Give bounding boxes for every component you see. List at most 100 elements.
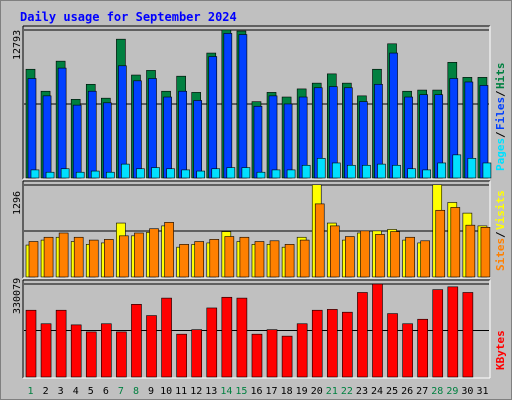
bar-pages-day-3 bbox=[60, 168, 70, 179]
bar-pages-day-6 bbox=[106, 171, 115, 179]
bar-pages-day-4 bbox=[75, 171, 85, 179]
bar-sites-day-30 bbox=[465, 224, 476, 278]
bar-pages-day-7 bbox=[121, 163, 130, 179]
legend-hits: Hits bbox=[494, 63, 507, 90]
bar-files-day-13 bbox=[208, 56, 218, 179]
bar-sites-day-19 bbox=[299, 239, 310, 278]
bar-files-day-18 bbox=[283, 103, 293, 179]
bar-pages-day-21 bbox=[331, 162, 341, 179]
day-label-4: 4 bbox=[73, 386, 79, 397]
bar-sites-day-1 bbox=[28, 241, 39, 278]
bar-files-day-11 bbox=[178, 90, 187, 179]
legend-files: Files bbox=[494, 97, 507, 130]
bar-files-day-1 bbox=[27, 78, 37, 179]
day-label-23: 23 bbox=[356, 386, 368, 397]
bar-kbytes-day-19 bbox=[296, 323, 308, 378]
bar-kbytes-day-2 bbox=[40, 323, 52, 378]
chart-title: Daily usage for September 2024 bbox=[20, 10, 237, 24]
legend-separator: / bbox=[494, 231, 507, 238]
bar-files-day-27 bbox=[419, 94, 428, 179]
bar-sites-day-31 bbox=[480, 227, 491, 278]
bar-kbytes-day-26 bbox=[402, 323, 413, 378]
bar-sites-day-28 bbox=[435, 209, 446, 278]
day-label-18: 18 bbox=[281, 386, 293, 397]
bar-pages-day-13 bbox=[211, 168, 221, 179]
day-label-16: 16 bbox=[250, 386, 262, 397]
day-label-7: 7 bbox=[118, 386, 124, 397]
bar-sites-day-27 bbox=[420, 240, 430, 278]
day-label-27: 27 bbox=[416, 386, 428, 397]
bar-kbytes-day-18 bbox=[281, 335, 293, 378]
bar-kbytes-day-15 bbox=[236, 297, 248, 378]
bar-files-day-10 bbox=[163, 96, 172, 179]
bar-sites-day-29 bbox=[450, 207, 461, 278]
bar-kbytes-day-17 bbox=[266, 329, 278, 378]
bar-pages-day-9 bbox=[151, 167, 160, 179]
bar-kbytes-day-13 bbox=[206, 307, 218, 378]
day-label-10: 10 bbox=[160, 386, 172, 397]
bar-sites-day-5 bbox=[88, 239, 99, 278]
bar-sites-day-4 bbox=[73, 236, 84, 278]
bar-kbytes-day-28 bbox=[432, 289, 444, 378]
bar-pages-day-29 bbox=[452, 154, 462, 179]
bar-kbytes-day-20 bbox=[311, 309, 323, 378]
bar-sites-day-6 bbox=[104, 239, 114, 278]
bar-kbytes-day-8 bbox=[131, 304, 142, 378]
bar-pages-day-17 bbox=[271, 169, 281, 179]
day-label-1: 1 bbox=[28, 386, 34, 397]
bar-pages-day-23 bbox=[362, 164, 371, 179]
bar-sites-day-2 bbox=[43, 236, 54, 278]
bar-files-day-8 bbox=[133, 80, 142, 179]
bar-pages-day-11 bbox=[181, 169, 190, 179]
bar-sites-day-11 bbox=[179, 244, 189, 278]
bar-pages-day-27 bbox=[422, 169, 431, 179]
legend-visits: Visits bbox=[494, 190, 507, 230]
day-label-6: 6 bbox=[103, 386, 109, 397]
bar-files-day-5 bbox=[87, 90, 97, 179]
bar-pages-day-20 bbox=[316, 158, 326, 179]
day-label-13: 13 bbox=[205, 386, 217, 397]
bar-kbytes-day-21 bbox=[326, 309, 338, 378]
bar-sites-day-24 bbox=[375, 234, 385, 278]
bar-kbytes-day-5 bbox=[85, 331, 97, 378]
bar-kbytes-day-1 bbox=[25, 309, 37, 378]
bar-files-day-15 bbox=[238, 34, 248, 179]
bar-sites-day-20 bbox=[314, 203, 325, 278]
y-max-label: 12793 bbox=[12, 30, 23, 60]
bar-sites-day-18 bbox=[284, 244, 295, 278]
bar-pages-day-16 bbox=[256, 171, 266, 179]
bar-files-day-6 bbox=[103, 102, 112, 179]
bar-kbytes-day-9 bbox=[146, 315, 157, 378]
bar-sites-day-17 bbox=[269, 240, 280, 278]
bar-sites-day-26 bbox=[405, 236, 415, 278]
bar-pages-day-30 bbox=[467, 158, 477, 179]
day-label-25: 25 bbox=[386, 386, 398, 397]
day-label-12: 12 bbox=[190, 386, 202, 397]
bar-kbytes-day-3 bbox=[55, 309, 67, 378]
bar-kbytes-day-27 bbox=[417, 318, 428, 378]
day-label-22: 22 bbox=[341, 386, 353, 397]
bar-files-day-7 bbox=[118, 65, 127, 179]
bar-files-day-22 bbox=[344, 87, 353, 179]
bar-sites-day-12 bbox=[194, 241, 205, 278]
bar-pages-day-8 bbox=[136, 168, 145, 179]
bar-sites-day-22 bbox=[345, 236, 355, 278]
bar-pages-day-25 bbox=[392, 164, 401, 179]
bar-kbytes-day-7 bbox=[116, 331, 127, 378]
bar-files-day-3 bbox=[57, 67, 67, 179]
bar-kbytes-day-4 bbox=[70, 324, 82, 378]
legend-separator: / bbox=[494, 90, 507, 97]
bar-kbytes-day-25 bbox=[387, 313, 398, 378]
bar-kbytes-day-11 bbox=[176, 333, 187, 378]
bar-kbytes-day-14 bbox=[221, 296, 233, 378]
bar-pages-day-15 bbox=[241, 167, 251, 179]
bar-pages-day-31 bbox=[482, 162, 492, 179]
bar-pages-day-12 bbox=[196, 170, 206, 179]
day-label-15: 15 bbox=[235, 386, 247, 397]
bar-kbytes-day-10 bbox=[161, 297, 172, 378]
bar-files-day-12 bbox=[193, 100, 203, 179]
day-label-28: 28 bbox=[431, 386, 443, 397]
bar-kbytes-day-29 bbox=[447, 286, 459, 378]
day-label-20: 20 bbox=[311, 386, 323, 397]
